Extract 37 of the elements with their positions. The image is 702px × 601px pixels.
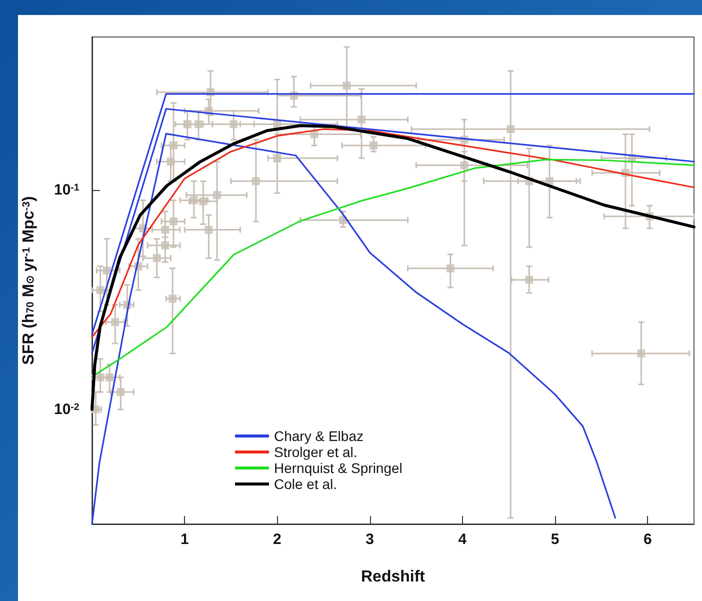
- x-tick-label: 5: [550, 531, 560, 548]
- point: [111, 318, 120, 326]
- point: [506, 125, 515, 134]
- point: [358, 116, 366, 124]
- x-axis-title: Redshift: [361, 568, 426, 586]
- point: [168, 294, 177, 303]
- point: [525, 276, 534, 284]
- x-tick-label: 2: [273, 531, 282, 548]
- point: [170, 217, 178, 226]
- point: [546, 177, 554, 186]
- line-series: [91, 158, 695, 378]
- point: [102, 266, 111, 275]
- point: [446, 264, 454, 272]
- point: [637, 349, 646, 358]
- point: [96, 286, 104, 294]
- point: [166, 158, 175, 166]
- x-tick-label: 6: [644, 531, 652, 548]
- text: SFR (h70 M⊙ yr-1 Mpc-3): [20, 196, 38, 365]
- point: [252, 177, 260, 186]
- point: [460, 161, 468, 170]
- x-tick-label: 4: [458, 531, 468, 548]
- point: [116, 388, 125, 396]
- point: [230, 120, 238, 128]
- legend-label: Strolger et al.: [274, 444, 358, 460]
- point: [310, 130, 318, 138]
- point: [204, 226, 213, 234]
- x-tick-label: 3: [366, 531, 374, 548]
- legend-label: Hernquist & Springel: [274, 460, 402, 476]
- legend-label: Chary & Elbaz: [274, 428, 364, 444]
- point: [213, 191, 222, 200]
- point: [161, 226, 170, 234]
- line-series: [91, 132, 616, 525]
- point: [152, 254, 161, 262]
- x-tick-label: 1: [180, 531, 189, 548]
- legend-label: Cole et al.: [274, 476, 338, 492]
- point: [370, 141, 378, 150]
- point: [342, 82, 351, 90]
